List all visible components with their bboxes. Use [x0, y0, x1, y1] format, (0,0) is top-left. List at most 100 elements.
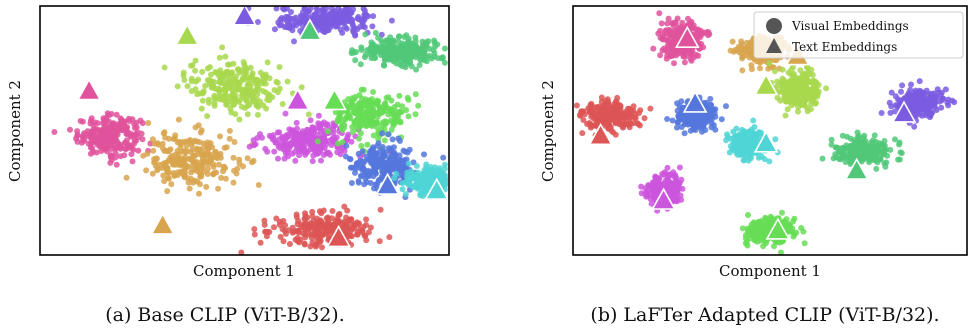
visual-point — [286, 241, 293, 247]
visual-point — [290, 127, 297, 134]
visual-point — [807, 93, 814, 100]
visual-point — [357, 173, 364, 179]
visual-point — [403, 107, 410, 114]
visual-point — [215, 185, 222, 192]
visual-point — [604, 96, 611, 103]
visual-point — [143, 167, 150, 174]
visual-point — [635, 121, 642, 128]
visual-point — [238, 249, 245, 256]
visual-point — [370, 144, 377, 151]
visual-point — [159, 140, 166, 147]
visual-point — [896, 156, 903, 163]
visual-point — [663, 36, 670, 43]
visual-point — [244, 155, 251, 162]
visual-point — [664, 116, 671, 122]
visual-point — [899, 82, 906, 89]
visual-point — [344, 225, 351, 232]
visual-point — [386, 234, 393, 241]
visual-point — [934, 86, 941, 93]
visual-point — [407, 40, 414, 47]
legend-label-text: Text Embeddings — [792, 40, 897, 54]
visual-point — [254, 80, 261, 87]
visual-point — [686, 20, 693, 27]
visual-point — [67, 126, 73, 133]
visual-point — [221, 97, 228, 104]
visual-point — [778, 79, 785, 86]
visual-point — [354, 106, 361, 113]
visual-point — [423, 169, 430, 176]
y-axis-label-b: Component 2 — [539, 80, 557, 182]
visual-point — [286, 15, 293, 22]
visual-point — [123, 174, 130, 181]
visual-point — [261, 221, 268, 228]
text-embedding-triangle-9 — [424, 177, 450, 200]
visual-point — [165, 158, 172, 165]
visual-point — [867, 149, 874, 156]
visual-point — [297, 27, 304, 34]
visual-point — [392, 156, 399, 163]
visual-cluster-7 — [819, 129, 905, 172]
visual-point — [165, 135, 172, 142]
visual-cluster-1 — [51, 110, 154, 168]
visual-point — [367, 169, 374, 176]
visual-point — [441, 45, 448, 52]
visual-cluster-4 — [573, 94, 654, 139]
visual-point — [797, 67, 804, 74]
visual-point — [186, 185, 193, 192]
visual-cluster-4 — [245, 5, 395, 45]
visual-point — [271, 87, 278, 93]
caption-a: (a) Base CLIP (ViT-B/32). — [105, 304, 345, 326]
text-embedding-triangle-3 — [753, 73, 779, 96]
visual-point — [594, 116, 600, 123]
visual-point — [325, 21, 332, 28]
visual-point — [377, 156, 384, 163]
visual-point — [614, 94, 621, 101]
visual-point — [251, 88, 258, 95]
visual-point — [280, 218, 287, 224]
visual-point — [222, 88, 229, 95]
visual-point — [295, 217, 302, 224]
visual-point — [284, 78, 291, 85]
visual-point — [247, 84, 254, 91]
visual-point — [390, 122, 397, 129]
visual-point — [926, 110, 933, 117]
visual-point — [295, 227, 302, 234]
visual-point — [275, 155, 281, 162]
visual-point — [375, 34, 382, 41]
visual-point — [370, 89, 376, 95]
visual-point — [598, 98, 605, 105]
visual-point — [387, 34, 394, 41]
visual-point — [349, 124, 356, 130]
visual-point — [684, 47, 691, 54]
visual-point — [697, 27, 704, 34]
visual-point — [339, 119, 346, 126]
visual-point — [658, 20, 665, 27]
visual-point — [202, 82, 209, 89]
visual-point — [631, 114, 638, 121]
visual-point — [273, 215, 280, 222]
visual-point — [729, 38, 736, 45]
visual-point — [188, 169, 194, 176]
visual-point — [320, 7, 327, 14]
visual-point — [389, 136, 396, 143]
visual-point — [161, 64, 168, 71]
visual-point — [758, 153, 765, 160]
visual-point — [220, 164, 227, 171]
visual-point — [681, 130, 688, 137]
visual-point — [219, 74, 226, 81]
visual-point — [232, 111, 239, 118]
visual-point — [167, 146, 174, 153]
visual-point — [240, 59, 247, 65]
visual-point — [791, 215, 798, 222]
visual-point — [216, 161, 222, 168]
visual-point — [302, 221, 309, 228]
visual-point — [162, 147, 169, 154]
visual-point — [358, 143, 365, 149]
visual-point — [288, 9, 294, 15]
visual-point — [378, 165, 385, 172]
visual-point — [266, 229, 273, 235]
visual-point — [229, 69, 236, 76]
visual-point — [296, 239, 303, 246]
visual-point — [230, 154, 237, 161]
visual-point — [226, 135, 233, 142]
